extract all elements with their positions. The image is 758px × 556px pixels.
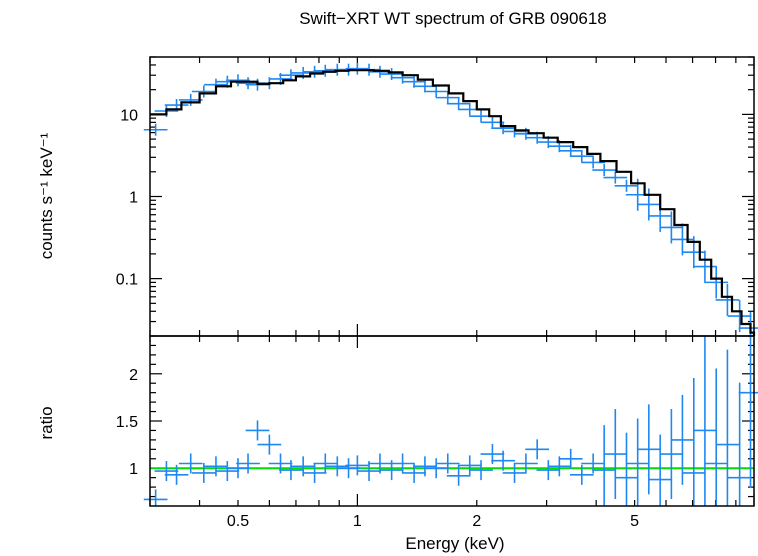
ratio-data-point: [547, 456, 572, 477]
ratio-data-point: [614, 432, 639, 506]
spectrum-data-point: [191, 85, 216, 98]
ratio-data-point: [469, 460, 493, 481]
ratio-data-point: [536, 460, 561, 481]
y-tick-label: 1: [129, 190, 138, 207]
spectrum-data-point: [226, 74, 250, 87]
ratio-data-point: [302, 462, 327, 483]
ratio-data-point: [569, 464, 594, 485]
spectrum-data-point: [558, 144, 583, 157]
spectrum-data-point: [143, 123, 168, 136]
y-tick-label: 2: [129, 367, 138, 384]
chart-title: Swift−XRT WT spectrum of GRB 090618: [299, 9, 607, 28]
y-tick-label: 1: [129, 461, 138, 478]
ratio-data-point: [727, 382, 752, 506]
spectrum-data-point: [236, 77, 260, 90]
ratio-data-point: [191, 462, 216, 483]
x-tick-label: 0.5: [227, 513, 249, 530]
ratio-data-point: [704, 368, 729, 506]
spectrum-data-point: [446, 97, 471, 110]
spectrum-data-point: [345, 62, 370, 75]
x-axis-label: Energy (keV): [405, 534, 504, 553]
ratio-data-point: [204, 456, 228, 477]
top-ylabel: counts s⁻¹ keV⁻¹: [37, 132, 56, 259]
y-tick-label: 10: [120, 107, 138, 124]
y-tick-label: 1.5: [116, 414, 138, 431]
ratio-data-point: [143, 489, 168, 506]
ratio-data-point: [670, 394, 695, 485]
spectrum-data-point: [614, 179, 639, 192]
spectrum-data-point: [603, 171, 628, 184]
spectrum-data-point: [670, 223, 695, 256]
ratio-data-point: [215, 461, 240, 482]
spectrum-data-point: [592, 164, 617, 177]
spectrum-data-point: [581, 156, 605, 169]
spectrum-data-point: [727, 300, 752, 333]
spectrum-data-point: [424, 85, 449, 98]
ratio-data-point: [424, 458, 449, 479]
ratio-data-point: [625, 418, 650, 506]
ratio-data-point: [446, 465, 471, 486]
spectrum-data-point: [491, 122, 515, 135]
ratio-frame: [149, 335, 755, 507]
ratio-data-point: [715, 349, 740, 506]
ratio-data-point: [357, 461, 381, 482]
x-tick-label: 1: [353, 513, 362, 530]
ratio-data-point: [514, 453, 538, 474]
ratio-panel: 0.5 1 2 5 1 1.5 2: [116, 336, 758, 530]
spectrum-data-point: [659, 211, 684, 244]
ratio-data-point: [226, 458, 250, 479]
ratio-data-point: [457, 455, 482, 476]
ratio-data-point: [413, 456, 437, 477]
spectrum-panel: 0.1 1 10: [116, 56, 758, 506]
ratio-data-point: [491, 450, 515, 471]
model-line: [150, 69, 756, 336]
ratio-data-point: [178, 453, 203, 474]
ratio-data-point: [603, 409, 628, 500]
spectrum-data-point: [704, 266, 729, 299]
spectrum-data-point: [715, 283, 740, 316]
ratio-data-point: [592, 425, 617, 506]
ratio-data-point: [313, 453, 338, 474]
ratio-data-point: [390, 453, 415, 474]
ratio-data-point: [164, 464, 189, 485]
ratio-data-point: [648, 434, 673, 506]
ratio-data-point: [659, 409, 684, 500]
ratio-data-point: [435, 453, 460, 474]
ratio-data-point: [236, 453, 260, 474]
spectrum-data-point: [569, 150, 594, 163]
ratio-data-point: [345, 455, 370, 476]
ratio-data-point: [325, 456, 350, 477]
spectrum-frame: [149, 56, 755, 337]
ratio-data-point: [279, 460, 303, 481]
y-tick-label: 0.1: [116, 272, 138, 289]
ratio-data-point: [525, 439, 550, 460]
spectrum-data-point: [693, 250, 717, 283]
bottom-ylabel: ratio: [37, 406, 56, 439]
ratio-data-point: [257, 434, 282, 455]
ratio-data-point: [336, 458, 361, 479]
ratio-data-point: [558, 448, 583, 469]
x-tick-label: 5: [630, 513, 639, 530]
ratio-data-point: [154, 461, 179, 482]
ratio-data-point: [245, 420, 270, 441]
ratio-data-point: [681, 377, 706, 506]
ratio-data-point: [738, 336, 758, 488]
ratio-data-point: [636, 404, 661, 495]
x-tick-label: 2: [472, 513, 481, 530]
ratio-data-point: [502, 462, 527, 483]
ratio-data-point: [693, 336, 717, 506]
